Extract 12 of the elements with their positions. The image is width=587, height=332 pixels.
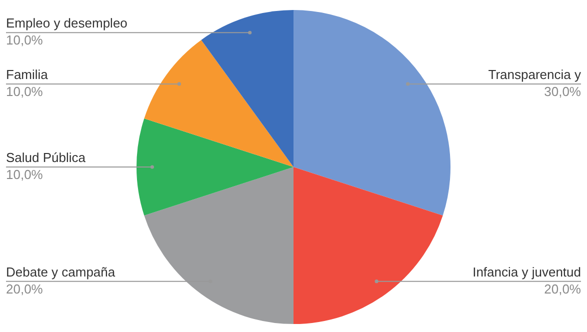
- slice-label: Familia: [6, 67, 49, 82]
- slice-label: Debate y campaña: [6, 264, 116, 280]
- data-label: 10,0%: [6, 32, 44, 48]
- slice-label: Infancia y juventud: [472, 264, 581, 280]
- data-label: 10,0%: [6, 84, 44, 100]
- data-label: 20,0%: [544, 281, 582, 296]
- slice-label: Transparencia y: [488, 67, 582, 82]
- data-label: 20,0%: [6, 281, 44, 296]
- slice-label: Salud Pública: [6, 150, 86, 166]
- slice-label: Empleo y desempleo: [6, 16, 128, 31]
- data-label: 10,0%: [6, 167, 44, 182]
- data-label: 30,0%: [544, 84, 582, 100]
